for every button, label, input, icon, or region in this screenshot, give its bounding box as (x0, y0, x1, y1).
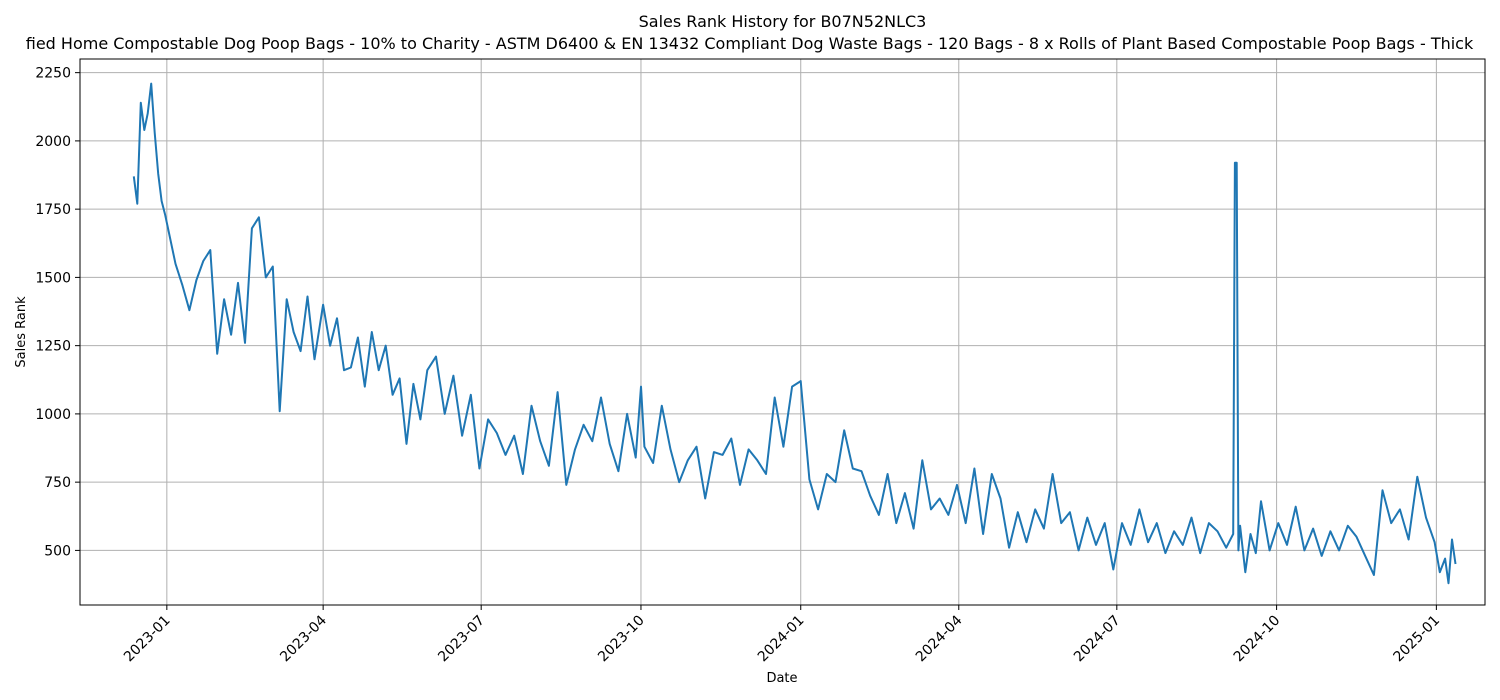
x-tick-label: 2024-10 (1231, 613, 1284, 666)
y-tick-label: 2000 (35, 134, 71, 150)
x-tick-label: 2025-01 (1391, 613, 1444, 666)
y-tick-label: 750 (44, 475, 71, 491)
x-tick-label: 2023-10 (595, 613, 648, 666)
y-tick-label: 1000 (35, 407, 71, 423)
chart-subtitle: fied Home Compostable Dog Poop Bags - 10… (25, 34, 1474, 53)
y-tick-label: 1750 (35, 202, 71, 218)
y-tick-label: 2250 (35, 66, 71, 82)
x-tick-label: 2023-01 (121, 613, 174, 666)
x-tick-label: 2024-01 (755, 613, 808, 666)
y-tick-label: 1250 (35, 339, 71, 355)
x-tick-label: 2023-04 (277, 612, 330, 665)
sales-rank-line (132, 82, 1457, 585)
x-tick-label: 2024-04 (913, 612, 966, 665)
x-tick-label: 2023-07 (435, 613, 488, 666)
axis-ticks: 500 750 1000 1250 1500 1750 2000 2250 2023-01 202… (35, 66, 1443, 666)
series-layer (132, 82, 1457, 585)
grid-lines (80, 59, 1485, 605)
y-tick-label: 1500 (35, 270, 71, 286)
x-axis-label: Date (766, 671, 797, 686)
x-tick-label: 2024-07 (1071, 613, 1124, 666)
plot-frame (79, 58, 1486, 606)
y-axis-label: Sales Rank (14, 296, 29, 368)
y-tick-label: 500 (44, 543, 71, 559)
chart-title: Sales Rank History for B07N52NLC3 (638, 12, 927, 31)
